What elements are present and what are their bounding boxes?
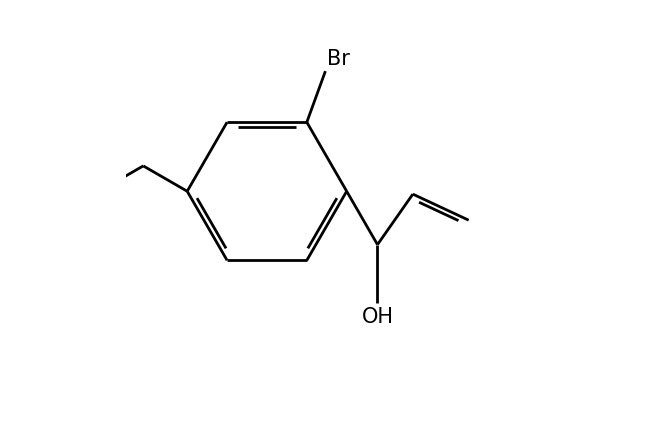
Text: Br: Br bbox=[327, 49, 350, 69]
Text: OH: OH bbox=[361, 307, 393, 327]
